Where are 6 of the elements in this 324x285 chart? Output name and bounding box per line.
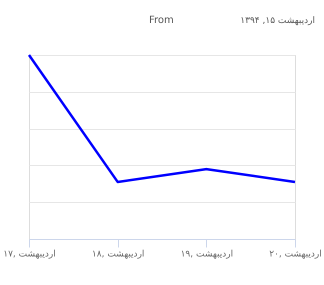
x-tick-label: ۱۹, اردیبهشت	[180, 250, 234, 260]
text: اردیبهشت ۱۵, ۱۳۹۴	[240, 16, 315, 26]
x-tick-label: ۱۷, اردیبهشت	[3, 250, 56, 260]
x-tick-label: ۱۸, اردیبهشت	[92, 250, 144, 260]
x-tick-label: ۲۰, اردیبهشت	[269, 250, 322, 260]
text: From	[149, 15, 174, 26]
